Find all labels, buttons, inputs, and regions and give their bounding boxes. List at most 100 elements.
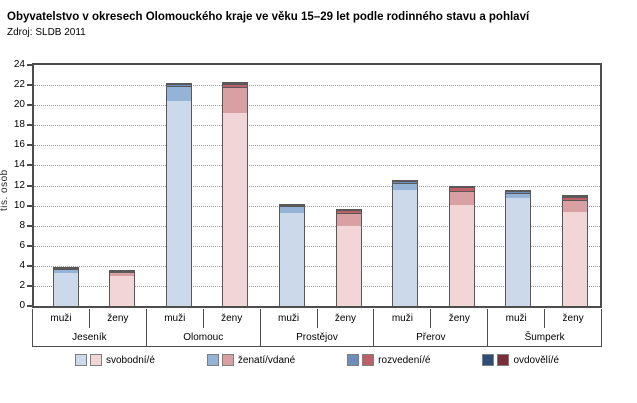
legend-label: rozvedení/é — [378, 354, 431, 366]
y-tick-label-0: 0 — [19, 300, 25, 311]
y-tick-label-4: 4 — [19, 259, 25, 271]
y-tick-mark-2 — [27, 284, 32, 287]
segment-ovdovělí-é — [506, 190, 531, 192]
legend-swatch-male-ovdoveli — [482, 354, 495, 366]
segment-svobodní-é — [223, 113, 248, 306]
x-district-label-přerov: Přerov — [374, 328, 489, 346]
x-label-prostějov-muži: muži — [261, 309, 318, 328]
segment-ženatí-vdané — [166, 85, 191, 102]
segment-ženatí-vdané — [53, 269, 78, 273]
x-label-přerov-muži: muži — [374, 309, 432, 328]
legend-swatch-male-zenati — [206, 354, 219, 366]
x-district-label-prostějov: Prostějov — [261, 328, 375, 346]
y-tick-mark-6 — [27, 244, 32, 247]
x-district-label-jeseník: Jeseník — [33, 328, 147, 346]
segment-ženatí-vdané — [563, 200, 588, 212]
y-tick-label-14: 14 — [13, 159, 25, 171]
segment-ženatí-vdané — [393, 182, 418, 190]
x-axis-district-row: Jeseník Olomouc Prostějov Přerov Šumperk — [32, 328, 602, 347]
y-tick-mark-16 — [27, 144, 32, 147]
segment-rozvedení-é — [223, 83, 248, 88]
segment-ovdovělí-é — [393, 180, 418, 182]
segment-rozvedení-é — [563, 196, 588, 201]
legend-swatch-female-ovdoveli — [497, 354, 510, 366]
y-tick-mark-10 — [27, 204, 32, 207]
x-axis-sex-row: muži ženy muži ženy muži ženy muži ženy muži ženy — [32, 309, 602, 328]
y-tick-label-6: 6 — [19, 239, 25, 251]
bar-olomouc-muži — [165, 82, 192, 306]
segment-ženatí-vdané — [280, 206, 305, 213]
legend-entry-zenati: ženatí/vdané — [206, 354, 296, 366]
legend-swatch-male-rozvedeni — [347, 354, 360, 366]
segment-ženatí-vdané — [449, 190, 474, 205]
segment-ovdovělí-é — [563, 195, 588, 197]
y-tick-mark-14 — [27, 164, 32, 167]
legend-entry-svobodni: svobodní/é — [74, 354, 155, 366]
legend: svobodní/é ženatí/vdané rozvedení/é ovdo… — [32, 352, 602, 368]
bar-prostějov-ženy — [335, 208, 362, 306]
chart-title: Obyvatelstvo v okresech Olomouckého kraj… — [7, 11, 530, 23]
segment-ovdovělí-é — [336, 209, 361, 211]
gridline-18 — [34, 125, 600, 127]
segment-svobodní-é — [449, 204, 474, 306]
x-label-olomouc-muži: muži — [147, 309, 204, 328]
bar-olomouc-ženy — [222, 82, 249, 306]
segment-rozvedení-é — [506, 191, 531, 193]
gridline-20 — [34, 105, 600, 107]
y-tick-label-24: 24 — [13, 59, 25, 70]
legend-swatch-female-svobodni — [89, 354, 102, 366]
y-tick-label-8: 8 — [19, 219, 25, 231]
y-tick-mark-4 — [27, 264, 32, 267]
y-tick-label-20: 20 — [13, 99, 25, 111]
segment-rozvedení-é — [110, 271, 135, 273]
gridline-14 — [34, 165, 600, 167]
segment-rozvedení-é — [166, 84, 191, 86]
y-tick-mark-8 — [27, 224, 32, 227]
gridline-22 — [34, 85, 600, 87]
chart-source: Zdroj: SLDB 2011 — [7, 27, 86, 38]
x-district-label-šumperk: Šumperk — [524, 331, 565, 343]
segment-rozvedení-é — [449, 187, 474, 191]
y-axis: 0 2 4 6 8 10 12 14 16 18 20 22 24 — [0, 59, 32, 311]
bar-přerov-muži — [392, 180, 419, 306]
y-tick-label-16: 16 — [13, 139, 25, 151]
x-label-šumperk-ženy: ženy — [562, 313, 584, 324]
gridline-10 — [34, 205, 600, 207]
segment-svobodní-é — [166, 101, 191, 306]
segment-rozvedení-é — [53, 268, 78, 270]
x-label-olomouc-ženy: ženy — [204, 309, 261, 328]
segment-ženatí-vdané — [506, 192, 531, 198]
segment-svobodní-é — [393, 189, 418, 306]
y-tick-label-10: 10 — [13, 199, 25, 211]
legend-label: ženatí/vdané — [237, 354, 296, 366]
gridline-6 — [34, 245, 600, 247]
segment-ženatí-vdané — [223, 87, 248, 114]
legend-swatch-female-zenati — [221, 354, 234, 366]
segment-rozvedení-é — [336, 210, 361, 213]
x-label-šumperk-muži: muži — [488, 309, 546, 328]
gridline-12 — [34, 185, 600, 187]
gridline-2 — [34, 285, 600, 287]
segment-ovdovělí-é — [53, 267, 78, 269]
x-label-prostějov-ženy: ženy — [318, 309, 375, 328]
gridline-16 — [34, 145, 600, 147]
gridline-4 — [34, 265, 600, 267]
x-district-label-olomouc: Olomouc — [147, 328, 261, 346]
segment-ovdovělí-é — [449, 186, 474, 188]
y-tick-mark-18 — [27, 124, 32, 127]
segment-ovdovělí-é — [110, 270, 135, 272]
segment-ovdovělí-é — [223, 82, 248, 84]
segment-ovdovělí-é — [166, 83, 191, 85]
bar-přerov-ženy — [448, 185, 475, 306]
y-tick-mark-12 — [27, 184, 32, 187]
x-label-přerov-ženy: ženy — [431, 309, 489, 328]
segment-svobodní-é — [53, 272, 78, 306]
x-label-jeseník-muži: muži — [33, 309, 90, 328]
legend-swatch-female-rozvedeni — [362, 354, 375, 366]
legend-entry-ovdoveli: ovdovělí/é — [482, 354, 559, 366]
y-tick-label-2: 2 — [19, 279, 25, 291]
y-tick-mark-20 — [27, 104, 32, 107]
y-tick-label-22: 22 — [13, 79, 25, 91]
gridline-8 — [34, 225, 600, 227]
